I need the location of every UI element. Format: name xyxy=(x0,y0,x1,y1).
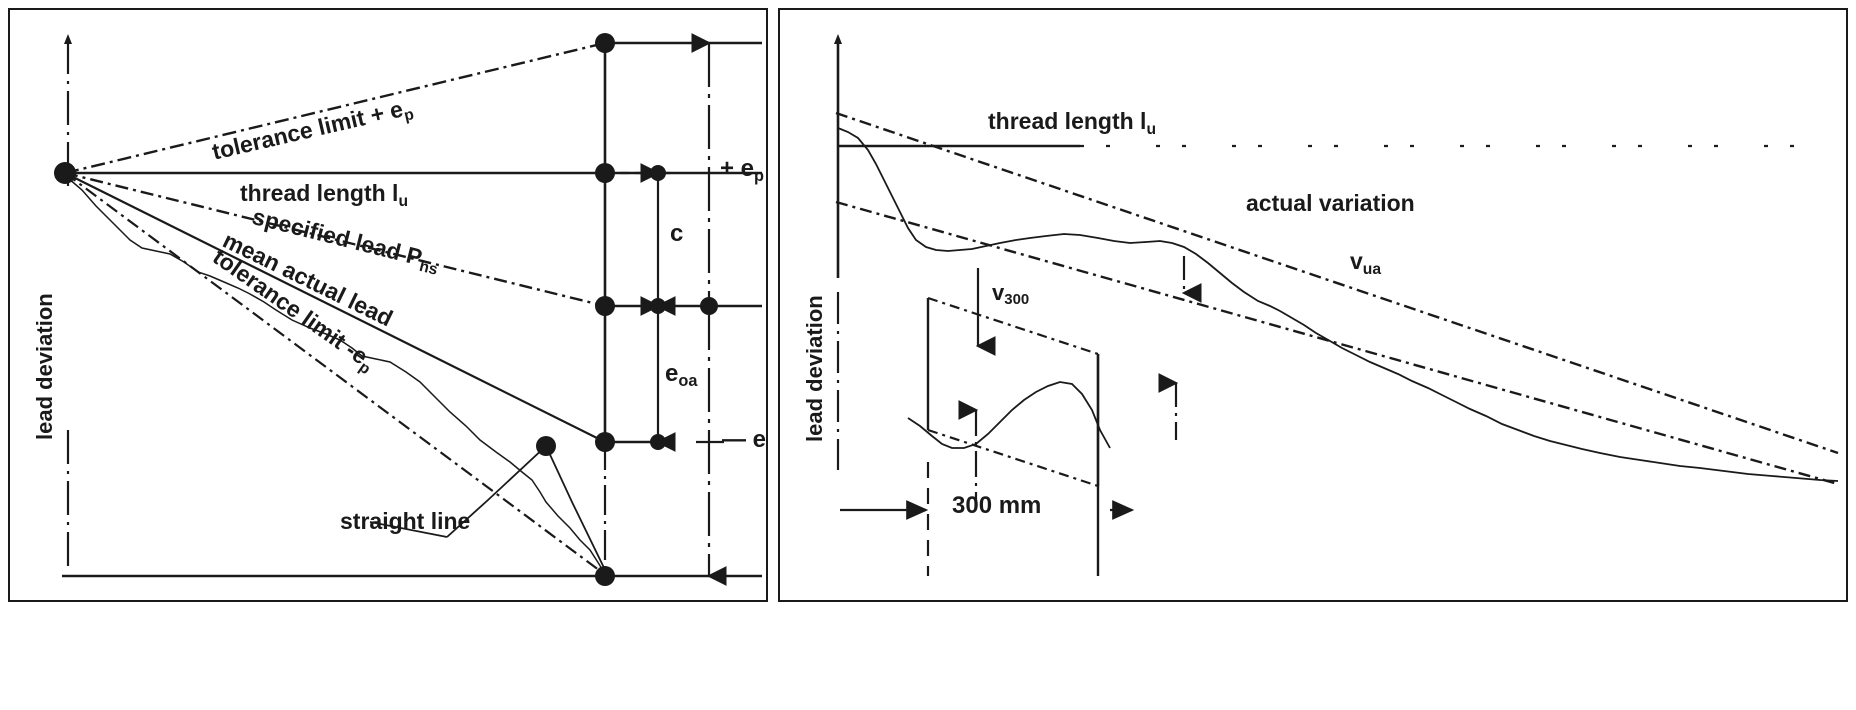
label-minus-ep: — ep xyxy=(722,426,767,453)
origin-node xyxy=(54,162,76,184)
straight-line-leader xyxy=(369,521,448,538)
tolerance-limit-minus-line xyxy=(64,172,608,577)
label-vua: vua xyxy=(1350,248,1382,278)
label-c: c xyxy=(670,220,684,247)
lu-ordinate-nodes xyxy=(595,33,615,586)
actual-lead-trace xyxy=(67,177,607,577)
dimension-column-c-eoa xyxy=(640,163,676,452)
label-300mm: 300 mm xyxy=(952,492,1042,519)
right-axis-title: lead deviation xyxy=(802,295,827,442)
tolerance-limit-plus-line xyxy=(64,41,606,175)
label-thread-length: thread length lu xyxy=(240,180,408,210)
straight-line-marker xyxy=(446,444,609,577)
dimension-column-ep xyxy=(691,33,727,586)
mean-actual-lead-line xyxy=(64,172,606,443)
vua-dimension xyxy=(1158,256,1202,440)
label-actual-variation: actual variation xyxy=(1246,190,1415,216)
straight-line-node xyxy=(536,436,556,456)
right-diagram-panel: lead deviation thread length lu actual v… xyxy=(778,8,1848,602)
label-plus-ep: + ep xyxy=(720,155,764,185)
upper-tolerance-envelope xyxy=(835,111,1839,455)
left-diagram-panel: lead deviation tolerance limit + ep thre… xyxy=(8,8,768,602)
right-vertical-axis xyxy=(834,34,842,470)
lower-tolerance-envelope xyxy=(835,200,1839,486)
left-panel-graphics xyxy=(54,33,762,586)
label-straight-line: straight line xyxy=(340,508,471,534)
right-label-thread-length: thread length lu xyxy=(988,108,1156,138)
specified-lead-line xyxy=(64,171,606,308)
label-eoa: eoa xyxy=(665,360,698,390)
left-vertical-axis xyxy=(64,34,72,570)
label-v300: v300 xyxy=(992,280,1030,309)
inset-300mm-box xyxy=(840,268,1135,576)
actual-variation-trace xyxy=(837,127,1839,482)
left-axis-title: lead deviation xyxy=(32,293,57,440)
right-panel-graphics xyxy=(834,34,1839,576)
